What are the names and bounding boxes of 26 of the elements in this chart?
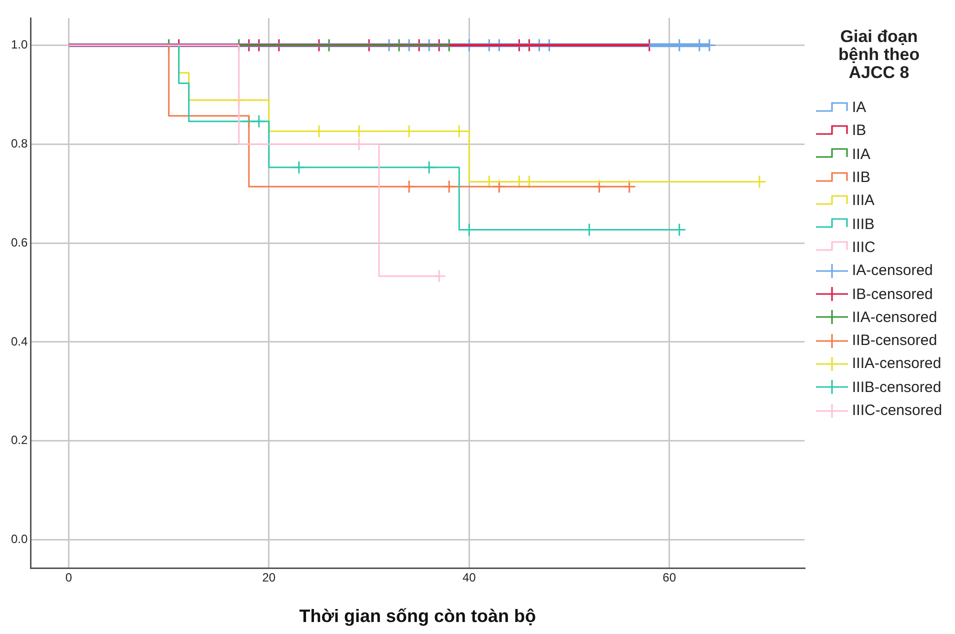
legend-label: IIIA	[852, 192, 875, 210]
legend-label: IIIC-censored	[852, 402, 942, 419]
x-tick-label: 40	[462, 570, 476, 585]
legend-label: IIIB-censored	[852, 378, 942, 396]
legend-label: IB-censored	[852, 286, 933, 303]
legend-label: IIA	[852, 146, 870, 163]
legend-label: IIB-censored	[852, 332, 938, 350]
legend-label: IIB	[852, 169, 870, 186]
x-tick-label: 0	[65, 570, 72, 585]
legend-label: IA-censored	[852, 262, 933, 280]
legend-label: IIIB	[852, 216, 875, 233]
legend-label: IA	[852, 99, 866, 116]
legend-title: Giai đoạn bệnh theo AJCC 8	[837, 27, 921, 82]
y-tick-label: 0.0	[10, 532, 28, 546]
x-tick-label: 60	[662, 570, 676, 585]
legend-label: IIIA-censored	[852, 355, 942, 372]
x-axis-title: Thời gian sống còn toàn bộ	[299, 606, 536, 626]
legend-label: IB	[852, 122, 866, 140]
legend-label: IIA-censored	[852, 308, 938, 326]
y-tick-label: 0.4	[10, 334, 28, 348]
y-tick-label: 0.2	[10, 433, 28, 448]
y-tick-label: 0.6	[10, 235, 28, 250]
legend-label: IIIC	[852, 238, 876, 256]
y-tick-label: 1.0	[10, 38, 28, 52]
y-tick-label: 0.8	[10, 136, 28, 150]
x-tick-label: 20	[262, 570, 276, 585]
